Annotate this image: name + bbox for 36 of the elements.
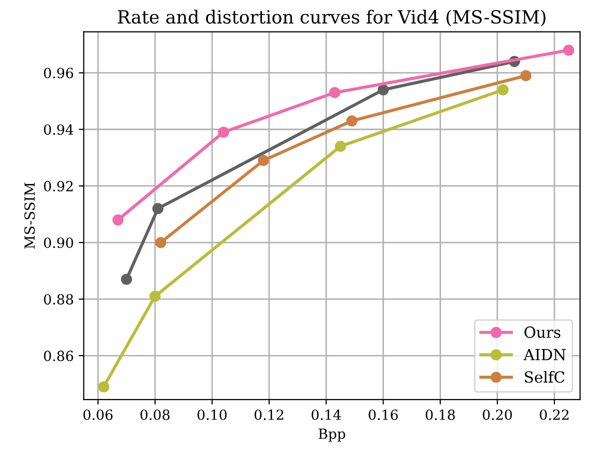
x-tick-label: 0.08	[140, 409, 170, 420]
y-tick-label: 0.96	[44, 68, 74, 78]
x-tick-label: 0.12	[254, 409, 284, 420]
x-axis-title: Bpp	[318, 428, 346, 442]
y-axis-title: MS-SSIM	[24, 182, 35, 249]
point	[520, 70, 532, 82]
point	[218, 126, 230, 138]
x-tick-label: 0.16	[368, 409, 398, 420]
x-tick-label: 0.18	[426, 409, 455, 420]
point	[149, 290, 161, 302]
point	[152, 203, 164, 214]
x-tick-label: 0.10	[198, 409, 227, 420]
point	[334, 140, 346, 152]
point	[155, 236, 166, 248]
y-tick-label: 0.90	[44, 237, 74, 248]
point	[497, 84, 509, 96]
point	[120, 274, 132, 285]
point	[98, 381, 110, 392]
point	[329, 87, 340, 98]
y-tick-label: 0.92	[44, 180, 73, 192]
point	[112, 214, 124, 226]
y-tick-label: 0.86	[44, 350, 74, 362]
point	[258, 154, 269, 166]
x-tick-label: 0.14	[312, 409, 341, 420]
point	[563, 44, 574, 56]
point	[346, 115, 358, 126]
legend-label: Ours	[524, 326, 560, 338]
x-tick-label: 0.06	[83, 409, 113, 420]
chart-title: Rate and distortion curves for Vid4 (MS-SSIM)	[118, 10, 546, 26]
legend-label: SelfC	[524, 370, 564, 383]
y-tick-label: 0.88	[44, 294, 74, 305]
x-tick-label: 0.22	[540, 409, 568, 420]
y-tick-label: 0.94	[44, 124, 74, 135]
x-tick-label: 0.20	[482, 409, 512, 420]
legend-label: AIDN	[524, 349, 566, 360]
point	[378, 84, 389, 96]
